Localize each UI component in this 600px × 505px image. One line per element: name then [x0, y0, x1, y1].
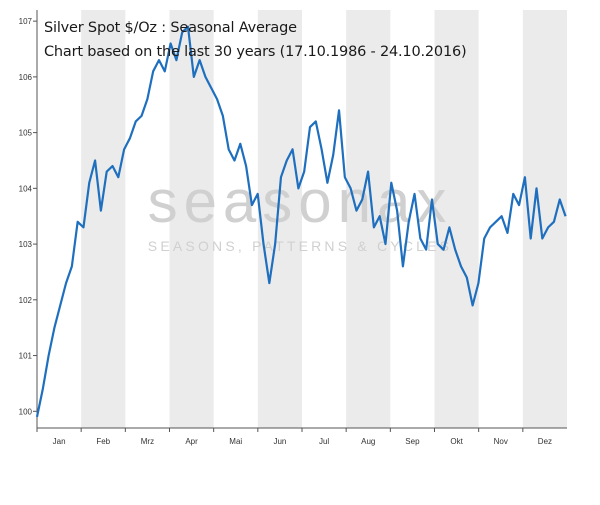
watermark-tagline: SEASONS, PATTERNS & CYCLES: [148, 238, 452, 254]
x-tick-label-feb: Feb: [96, 437, 110, 446]
series-layer: [35, 25, 567, 418]
y-tick-label: 107: [19, 17, 33, 26]
x-tick-label-jan: Jan: [53, 437, 66, 446]
y-tick-label: 105: [19, 129, 33, 138]
axes: 100 101 102 103 104 105 106 107 Jan Feb Mrz Apr Mai J…: [19, 10, 567, 446]
x-tick-label-aug: Aug: [361, 437, 375, 446]
watermark-brand: seasonax: [148, 168, 453, 235]
x-tick-label-jul: Jul: [319, 437, 329, 446]
x-tick-label-mrz: Mrz: [141, 437, 154, 446]
month-band-jun: [257, 10, 302, 428]
y-tick-label: 106: [19, 73, 33, 82]
month-band-okt: [434, 10, 479, 428]
y-tick-label: 103: [19, 240, 33, 249]
y-tick-label: 102: [19, 296, 33, 305]
month-band-aug: [346, 10, 391, 428]
y-tick-label: 104: [19, 184, 33, 193]
x-tick-label-okt: Okt: [450, 437, 463, 446]
chart-subtitle: Chart based on the last 30 years (17.10.…: [44, 44, 467, 60]
month-band-feb: [81, 10, 126, 428]
month-band-dez: [522, 10, 567, 428]
series-line-seasonal-average: [35, 25, 567, 418]
y-tick-label: 101: [19, 352, 33, 361]
x-tick-label-dez: Dez: [538, 437, 552, 446]
x-tick-label-apr: Apr: [185, 437, 198, 446]
x-tick-label-sep: Sep: [405, 437, 420, 446]
y-tick-label: 100: [19, 407, 33, 416]
watermark: seasonax SEASONS, PATTERNS & CYCLES: [148, 168, 453, 254]
x-tick-label-mai: Mai: [229, 437, 242, 446]
chart-title: Silver Spot $/Oz : Seasonal Average: [44, 20, 297, 36]
x-tick-label-jun: Jun: [273, 437, 286, 446]
x-tick-label-nov: Nov: [494, 437, 508, 446]
